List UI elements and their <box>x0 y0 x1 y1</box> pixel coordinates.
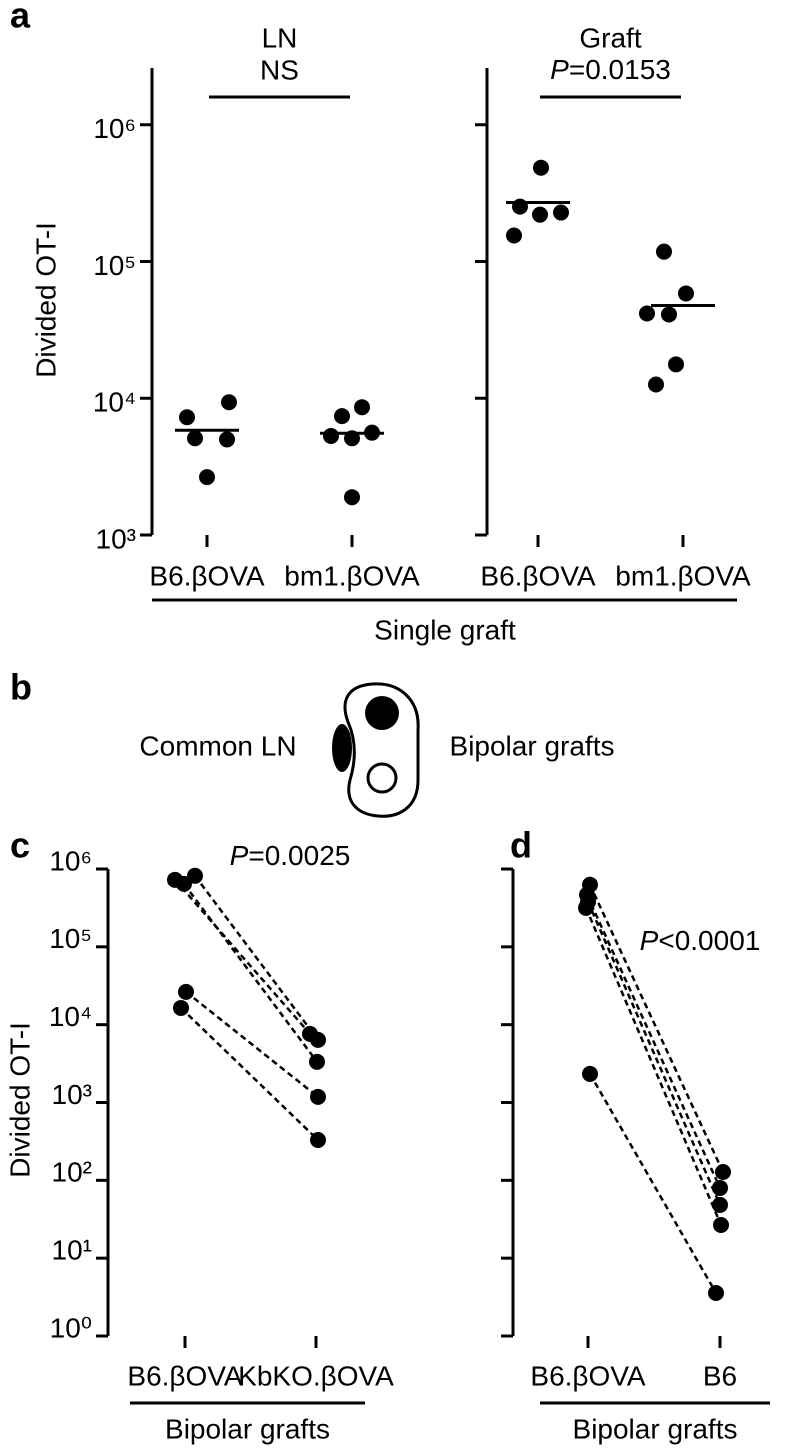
subplot-title: LN <box>262 22 298 53</box>
graft-open <box>366 762 398 794</box>
dot <box>708 1284 724 1301</box>
pair-line <box>586 901 722 1206</box>
x-tick-label: B6.βOVA <box>480 560 596 591</box>
dot <box>582 1065 598 1082</box>
graft-outline <box>343 682 420 818</box>
x-tick-label: bm1.βOVA <box>284 560 420 591</box>
x-tick-label: bm1.βOVA <box>615 560 751 591</box>
diagram-label: Common LN <box>139 730 296 761</box>
diagram-b: b Common LN Bipolar grafts <box>10 667 615 818</box>
dot <box>219 431 235 448</box>
dot <box>334 408 350 425</box>
pair-line <box>174 878 311 1035</box>
x-tick-label: B6.βOVA <box>149 560 265 591</box>
dot <box>179 409 195 426</box>
dot <box>712 1179 728 1196</box>
dot <box>512 198 528 215</box>
dot <box>187 867 203 884</box>
y-axis-label: Divided OT-I <box>30 222 61 378</box>
x-tick-label: B6 <box>703 1360 737 1391</box>
dot <box>715 1163 731 1180</box>
dot <box>309 1053 325 1070</box>
pair-line <box>193 875 320 1041</box>
graft-filled <box>365 696 399 730</box>
dot <box>506 227 522 244</box>
dot <box>713 1216 729 1233</box>
y-tick-label: 10³ <box>52 1079 92 1110</box>
dot <box>553 204 569 221</box>
lymph-node <box>332 724 352 772</box>
panel-label: b <box>10 667 32 708</box>
dot <box>187 430 203 447</box>
pair-line <box>588 884 725 1173</box>
pair-line <box>182 883 319 1063</box>
y-tick-label: 10⁵ <box>93 250 136 281</box>
dot <box>310 1031 326 1048</box>
x-tick-label: KbKO.βOVA <box>238 1360 394 1391</box>
y-tick-label: 10³ <box>96 523 136 554</box>
dot <box>323 427 339 444</box>
y-axis-label: Divided OT-I <box>4 1022 35 1178</box>
annotation: P=0.0025 <box>230 840 351 871</box>
dot <box>176 875 192 892</box>
x-tick-label: B6.βOVA <box>530 1360 646 1391</box>
y-tick-label: 10⁴ <box>49 1001 92 1032</box>
dot <box>656 243 672 260</box>
annotation: P<0.0001 <box>640 925 761 956</box>
panel-label: a <box>10 0 31 36</box>
pair-line <box>185 990 319 1098</box>
dot <box>532 206 548 223</box>
x-tick-label: B6.βOVA <box>127 1360 243 1391</box>
dot <box>678 285 694 302</box>
pair-line <box>584 907 723 1226</box>
dot <box>344 489 360 506</box>
y-tick-label: 10² <box>52 1157 92 1188</box>
dot <box>199 469 215 486</box>
dot <box>173 999 189 1016</box>
dot <box>639 305 655 322</box>
pair-line <box>585 894 722 1189</box>
dot <box>354 399 370 416</box>
dot <box>712 1196 728 1213</box>
y-tick-label: 10⁰ <box>50 1312 92 1343</box>
x-axis-label: Bipolar grafts <box>573 1413 738 1444</box>
dot <box>310 1131 326 1148</box>
diagram-label: Bipolar grafts <box>450 730 615 761</box>
panel-label: c <box>10 825 30 866</box>
y-tick-label: 10⁶ <box>93 113 136 144</box>
dot <box>221 394 237 411</box>
dot <box>178 983 194 1000</box>
y-tick-label: 10⁵ <box>49 923 92 954</box>
dot <box>661 306 677 323</box>
subplot-title: Graft <box>579 22 641 53</box>
y-tick-label: 10¹ <box>52 1235 92 1266</box>
dot <box>310 1088 326 1105</box>
dot <box>648 376 664 393</box>
x-axis-label: Bipolar grafts <box>165 1413 330 1444</box>
x-axis-label: Single graft <box>374 614 516 645</box>
y-tick-label: 10⁴ <box>93 387 136 418</box>
pair-line <box>588 1073 718 1294</box>
dot <box>668 356 684 373</box>
annotation: NS <box>260 54 299 85</box>
dot <box>578 899 594 916</box>
y-tick-label: 10⁶ <box>49 845 92 876</box>
annotation: P=0.0153 <box>550 54 671 85</box>
panel-label: d <box>510 825 532 866</box>
pair-line <box>180 1007 319 1141</box>
dot <box>533 159 549 176</box>
